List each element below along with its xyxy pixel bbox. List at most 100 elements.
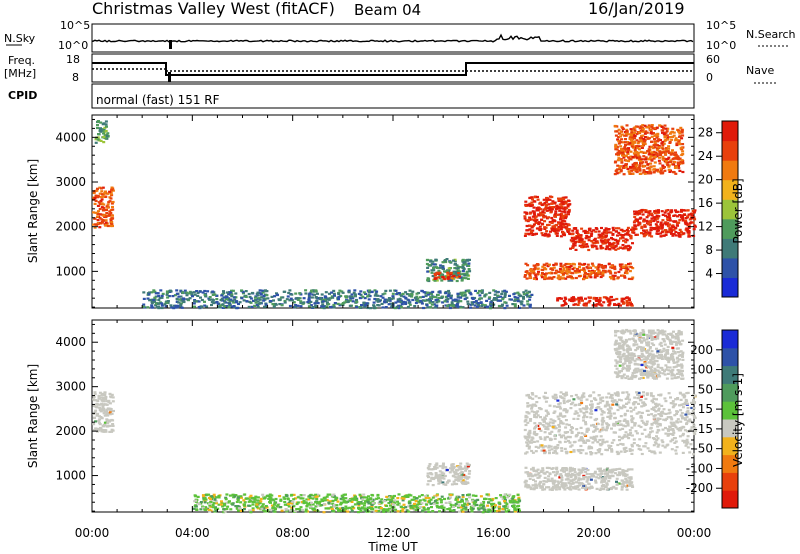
power-pixel: [599, 271, 603, 274]
velocity-pixel: [582, 392, 586, 395]
velocity-pixel: [629, 410, 633, 413]
power-pixel: [516, 296, 520, 299]
power-pixel: [681, 162, 685, 165]
power-pixel: [109, 218, 113, 221]
velocity-pixel: [626, 424, 630, 427]
power-pixel: [483, 294, 487, 297]
power-pixel: [568, 299, 572, 302]
power-pixel: [625, 304, 629, 307]
power-pixel: [649, 128, 652, 131]
velocity-pixel: [642, 336, 645, 340]
velocity-pixel: [534, 395, 538, 398]
velocity-pixel: [670, 448, 674, 451]
velocity-pixel: [92, 395, 96, 399]
power-pixel: [501, 290, 505, 293]
power-pixel: [456, 295, 460, 298]
power-pixel: [638, 131, 642, 134]
velocity-pixel: [607, 412, 611, 415]
power-pixel: [639, 172, 643, 175]
power-pixel: [636, 154, 640, 157]
power-pixel: [657, 215, 661, 218]
power-pixel: [583, 273, 587, 277]
velocity-pixel: [528, 477, 532, 480]
velocity-pixel: [617, 420, 621, 423]
power-pixel: [668, 227, 672, 230]
power-pixel: [687, 233, 691, 236]
velocity-pixel: [531, 466, 535, 469]
power-pixel: [508, 294, 511, 297]
velocity-pixel: [686, 409, 690, 413]
power-pixel: [99, 129, 103, 132]
velocity-pixel: [95, 414, 99, 417]
power-pixel: [630, 169, 634, 172]
velocity-pixel: [637, 445, 641, 448]
power-pixel: [438, 290, 442, 293]
power-pixel: [647, 148, 651, 151]
velocity-pixel: [597, 406, 601, 409]
power-pixel: [104, 190, 107, 193]
velocity-pixel: [614, 359, 618, 362]
power-pixel: [667, 151, 671, 154]
power-pixel: [441, 275, 445, 279]
power-pixel: [160, 304, 164, 307]
power-pixel: [222, 290, 225, 293]
velocity-pixel: [651, 332, 655, 335]
velocity-pixel: [569, 485, 573, 488]
power-pixel: [99, 121, 103, 124]
power-pixel: [258, 298, 262, 301]
velocity-pixel: [530, 441, 534, 444]
power-pixel: [617, 231, 621, 234]
power-pixel: [655, 227, 659, 230]
velocity-pixel: [112, 409, 115, 413]
velocity-pixel: [632, 438, 636, 441]
power-pixel: [500, 304, 504, 307]
velocity-pixel: [621, 427, 625, 430]
velocity-pixel: [672, 404, 676, 407]
power-pixel: [533, 266, 537, 269]
velocity-pixel: [553, 484, 557, 487]
velocity-pixel: [101, 392, 105, 395]
power-pixel: [598, 296, 602, 300]
power-pixel: [594, 227, 598, 230]
velocity-pixel: [644, 362, 648, 365]
velocity-pixel: [93, 393, 97, 396]
power-pixel: [675, 139, 679, 142]
velocity-pixel: [681, 425, 685, 428]
power-pixel: [96, 215, 100, 218]
power-pixel: [174, 304, 178, 307]
power-pixel: [454, 273, 458, 276]
velocity-pixel: [533, 484, 537, 487]
power-pixel: [437, 272, 441, 276]
power-pixel: [391, 297, 395, 300]
velocity-pixel: [546, 478, 550, 481]
power-pixel: [165, 290, 169, 293]
velocity-pixel: [543, 488, 547, 491]
velocity-pixel: [616, 443, 620, 447]
velocity-pixel: [561, 415, 565, 418]
power-pixel: [640, 209, 644, 212]
power-pixel: [646, 172, 650, 175]
velocity-pixel: [587, 439, 591, 442]
power-pixel: [561, 196, 565, 199]
velocity-pixel: [656, 366, 660, 369]
velocity-pixel: [104, 398, 108, 401]
velocity-pixel: [661, 412, 665, 415]
power-pixel: [220, 297, 224, 300]
power-pixel: [446, 304, 450, 307]
power-pixel: [633, 131, 636, 134]
velocity-pixel: [577, 414, 581, 417]
velocity-pixel: [525, 411, 529, 414]
velocity-pixel: [599, 467, 602, 470]
power-pixel: [156, 292, 160, 295]
power-pixel: [102, 141, 106, 144]
power-pixel: [622, 147, 626, 150]
power-pixel: [646, 163, 650, 166]
velocity-pixel: [556, 485, 560, 488]
power-pixel: [624, 134, 628, 137]
power-pixel: [532, 264, 536, 267]
power-pixel: [662, 234, 666, 237]
power-pixel: [562, 267, 566, 270]
power-pixel: [611, 244, 615, 247]
power-pixel: [643, 225, 647, 228]
velocity-pixel: [556, 480, 560, 483]
